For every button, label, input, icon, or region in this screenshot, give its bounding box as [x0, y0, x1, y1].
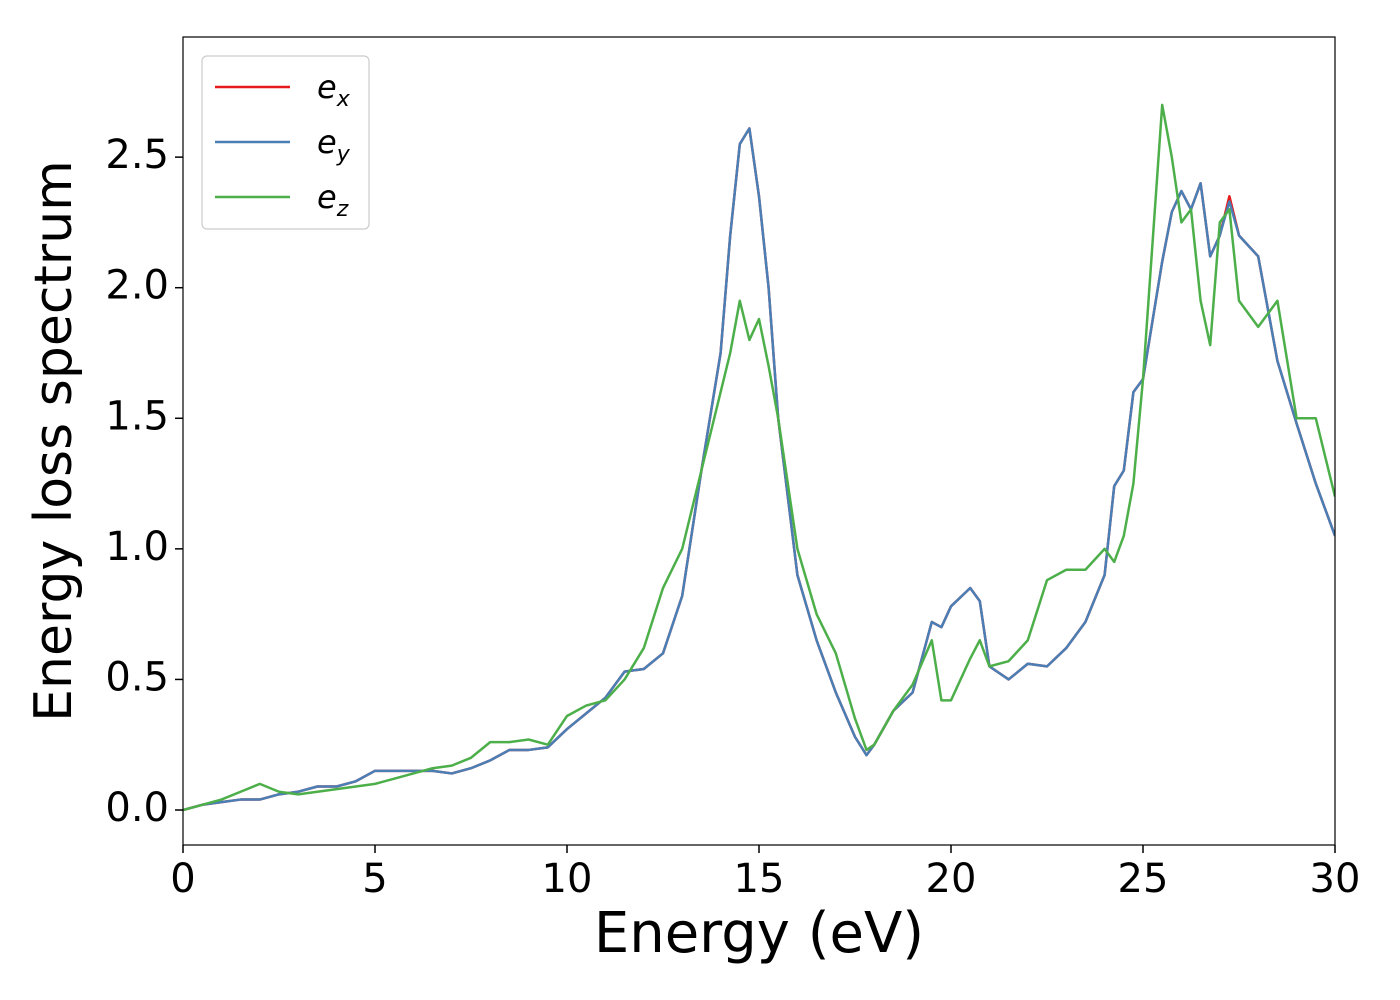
x-tick-label: 0 [170, 856, 195, 902]
series-line [183, 127, 1335, 812]
legend: ex ey ez [201, 55, 370, 230]
series-line [183, 127, 1335, 812]
x-tick-label: 15 [734, 856, 785, 902]
legend-label: ey [317, 123, 351, 167]
legend-label: ex [317, 68, 351, 112]
x-tick-label: 20 [926, 856, 977, 902]
plot-lines [183, 103, 1335, 812]
y-tick-label: 2.5 [105, 132, 169, 178]
y-tick-label: 2.0 [105, 263, 169, 309]
y-tick-label: 1.5 [105, 393, 169, 439]
y-tick-label: 1.0 [105, 524, 169, 570]
x-tick-label: 30 [1310, 856, 1361, 902]
x-tick-label: 25 [1118, 856, 1169, 902]
plot-frame [182, 36, 1336, 846]
x-axis-label: Energy (eV) [594, 901, 924, 966]
legend-label: ez [317, 178, 349, 222]
x-tick-label: 5 [362, 856, 387, 902]
x-tick-label: 10 [542, 856, 593, 902]
series-line [183, 103, 1335, 812]
y-axis-label: Energy loss spectrum [24, 160, 84, 722]
y-tick-label: 0.5 [105, 654, 169, 700]
y-tick-label: 0.0 [105, 785, 169, 831]
